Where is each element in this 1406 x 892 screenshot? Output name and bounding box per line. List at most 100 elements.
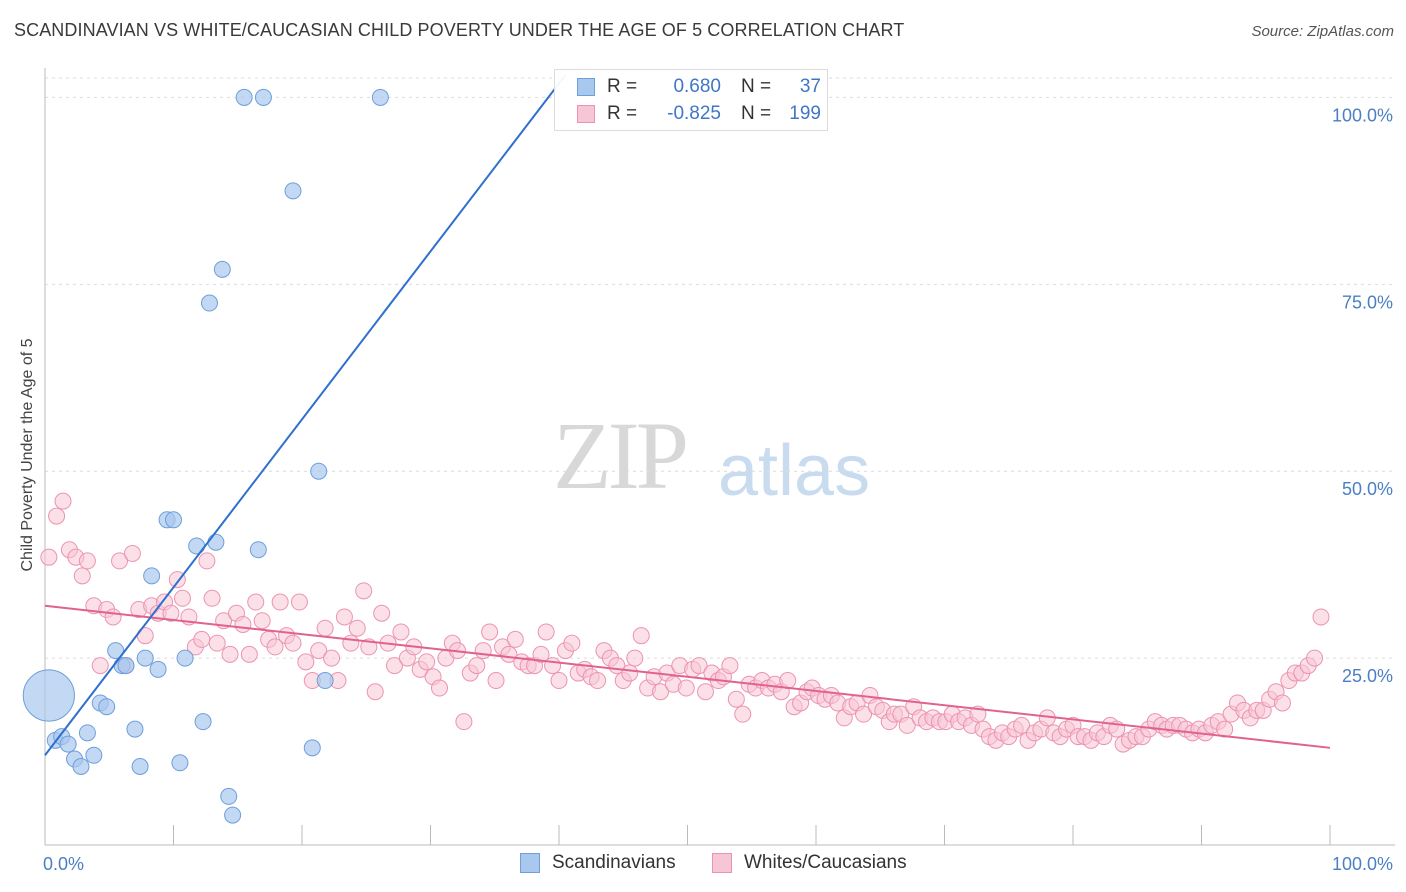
legend-item-whites[interactable]: Whites/Caucasians (712, 852, 907, 874)
y-tick-label: 50.0% (1342, 479, 1393, 499)
legend-row-scandinavians: R = 0.680 N = 37 (577, 75, 821, 99)
point-scandinavians (213, 260, 231, 278)
point-scandinavians (171, 754, 189, 772)
point-whites-caucasians (1013, 716, 1031, 734)
point-whites-caucasians (111, 552, 129, 570)
trend-line-scandinavians (44, 74, 567, 756)
point-whites-caucasians (203, 589, 221, 607)
point-whites-caucasians (418, 653, 436, 671)
point-whites-caucasians (1273, 694, 1291, 712)
point-scandinavians (72, 758, 90, 776)
legend-n-value: 37 (799, 76, 821, 97)
point-scandinavians (224, 806, 242, 824)
point-whites-caucasians (506, 630, 524, 648)
point-scandinavians (107, 642, 125, 660)
point-whites-caucasians (173, 589, 191, 607)
point-whites-caucasians (78, 552, 96, 570)
legend-swatch-scandinavians (520, 853, 540, 873)
point-scandinavians (303, 739, 321, 757)
point-whites-caucasians (40, 548, 58, 566)
point-whites-caucasians (632, 627, 650, 645)
point-whites-caucasians (271, 593, 289, 611)
point-whites-caucasians (355, 582, 373, 600)
point-whites-caucasians (690, 657, 708, 675)
correlation-legend: R = 0.680 N = 37 R = -0.825 N = 199 (554, 69, 828, 131)
point-whites-caucasians (481, 623, 499, 641)
point-whites-caucasians (677, 679, 695, 697)
point-whites-caucasians (335, 608, 353, 626)
point-whites-caucasians (221, 645, 239, 663)
point-scandinavians (371, 88, 389, 106)
point-scandinavians (254, 88, 272, 106)
point-whites-caucasians (589, 672, 607, 690)
legend-item-scandinavians[interactable]: Scandinavians (520, 852, 676, 874)
point-scandinavians (194, 713, 212, 731)
point-scandinavians (98, 698, 116, 716)
point-whites-caucasians (253, 612, 271, 630)
point-whites-caucasians (234, 615, 252, 633)
legend-n-label: N = (741, 76, 772, 97)
point-scandinavians (136, 649, 154, 667)
point-scandinavians (188, 537, 206, 555)
point-whites-caucasians (779, 672, 797, 690)
y-tick-label: 100.0% (1332, 105, 1393, 125)
point-whites-caucasians (468, 657, 486, 675)
y-tick-label: 25.0% (1342, 666, 1393, 686)
legend-n-label: N = (741, 103, 772, 124)
point-whites-caucasians (544, 657, 562, 675)
point-scandinavians (200, 294, 218, 312)
legend-swatch-whites (712, 853, 732, 873)
point-whites-caucasians (734, 705, 752, 723)
point-whites-caucasians (247, 593, 265, 611)
point-scandinavians (78, 724, 96, 742)
point-whites-caucasians (1306, 649, 1324, 667)
point-scandinavians (117, 657, 135, 675)
point-whites-caucasians (550, 672, 568, 690)
series-legend: Scandinavians Whites/Caucasians (0, 852, 1406, 878)
point-whites-caucasians (855, 705, 873, 723)
point-scandinavians (176, 649, 194, 667)
point-whites-caucasians (284, 634, 302, 652)
point-whites-caucasians (162, 604, 180, 622)
legend-r-label: R = (607, 76, 638, 97)
point-scandinavians (284, 182, 302, 200)
point-whites-caucasians (898, 716, 916, 734)
x-tick-label: 100.0% (1332, 854, 1393, 874)
legend-n-value: 199 (789, 103, 821, 124)
point-scandinavians (310, 462, 328, 480)
point-whites-caucasians (240, 645, 258, 663)
point-scandinavians (22, 669, 75, 722)
legend-row-whites: R = -0.825 N = 199 (577, 102, 821, 126)
point-scandinavians (143, 567, 161, 585)
point-scandinavians (220, 787, 238, 805)
point-scandinavians (149, 660, 167, 678)
legend-swatch-pink (577, 105, 595, 123)
chart-title: SCANDINAVIAN VS WHITE/CAUCASIAN CHILD PO… (14, 20, 905, 40)
legend-r-value: 0.680 (673, 76, 721, 97)
point-whites-caucasians (455, 713, 473, 731)
legend-label-scandinavians: Scandinavians (552, 852, 676, 873)
point-scandinavians (249, 541, 267, 559)
point-whites-caucasians (721, 657, 739, 675)
point-whites-caucasians (310, 642, 328, 660)
point-scandinavians (131, 758, 149, 776)
point-whites-caucasians (266, 638, 284, 656)
point-whites-caucasians (48, 507, 66, 525)
point-scandinavians (85, 746, 103, 764)
point-whites-caucasians (54, 492, 72, 510)
point-whites-caucasians (727, 690, 745, 708)
trend-lines (44, 74, 1331, 756)
y-tick-label: 75.0% (1342, 292, 1393, 312)
x-tick-label: 0.0% (43, 854, 84, 874)
point-whites-caucasians (563, 634, 581, 652)
series-whites-caucasians (40, 492, 1330, 753)
source-label: Source: ZipAtlas.com (1251, 23, 1394, 40)
point-whites-caucasians (198, 552, 216, 570)
point-whites-caucasians (386, 657, 404, 675)
tick-labels: 25.0% 50.0% 75.0% 100.0% 0.0% 100.0% (43, 105, 1393, 874)
point-whites-caucasians (430, 679, 448, 697)
legend-r-value: -0.825 (667, 103, 721, 124)
point-whites-caucasians (104, 608, 122, 626)
point-whites-caucasians (348, 619, 366, 637)
